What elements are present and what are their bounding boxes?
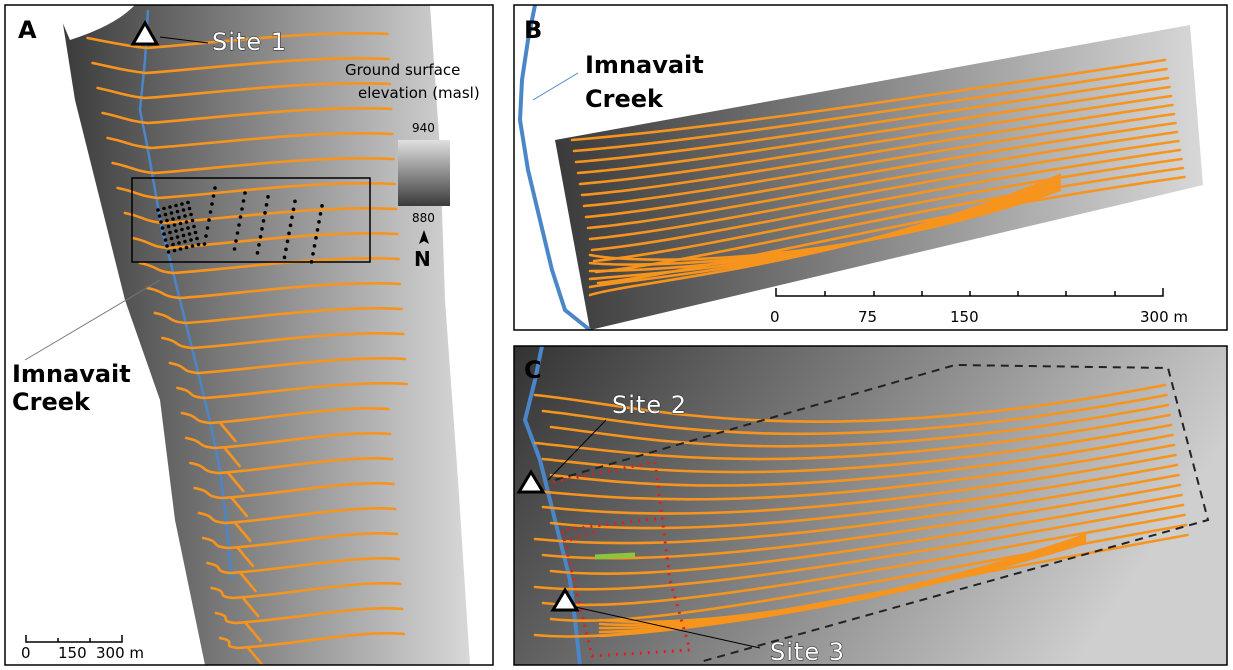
scale-bar (26, 635, 122, 642)
site-label: Site 3 (770, 638, 845, 666)
scale-bar (776, 288, 1163, 296)
panel-label: C (524, 356, 542, 384)
scale-label: 300 m (1140, 308, 1188, 326)
transect (595, 555, 635, 557)
panel-label: B (524, 16, 542, 44)
panel-a (55, 5, 470, 666)
site-label: Site 2 (612, 391, 687, 419)
scale-label: 300 m (96, 644, 144, 662)
legend-max: 940 (412, 121, 435, 135)
scale-label: 75 (858, 308, 877, 326)
legend-ramp (398, 140, 450, 206)
scale-label: 150 (950, 308, 979, 326)
legend-title: Ground surface (345, 61, 460, 79)
north-label: N (414, 247, 431, 271)
elevation (60, 5, 470, 665)
creek-label: Imnavait (585, 51, 704, 79)
site-label: Site 1 (212, 28, 287, 56)
creek-label: Imnavait (12, 360, 131, 388)
scale-label: 0 (770, 308, 780, 326)
panel-label: A (18, 16, 37, 44)
legend-min: 880 (412, 211, 435, 225)
legend-title: elevation (masl) (358, 84, 480, 102)
scale-label: 150 (58, 644, 87, 662)
scale-label: 0 (21, 644, 31, 662)
creek-label: Creek (12, 388, 91, 416)
leader (533, 73, 578, 100)
creek-label: Creek (585, 85, 664, 113)
figure: A Site 1 Ground surface elevation (masl)… (0, 0, 1233, 670)
